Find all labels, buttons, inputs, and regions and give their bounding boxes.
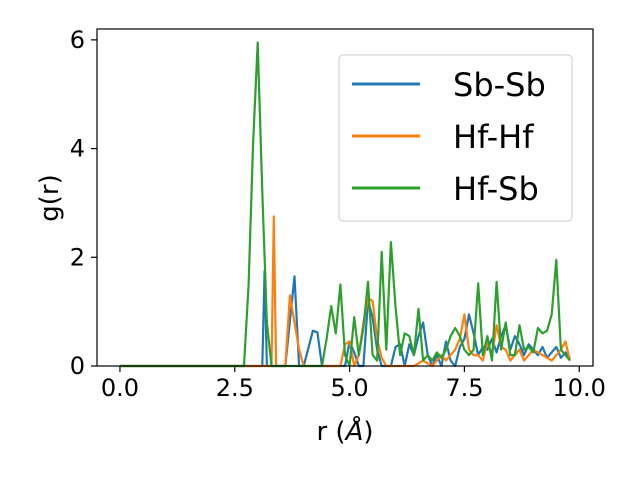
y-tick-label: 4 xyxy=(70,135,85,163)
legend-label-hf-sb: Hf-Sb xyxy=(453,170,539,208)
tick-layer: 0.0 2.5 5.0 7.5 10.0 0 2 4 6 xyxy=(70,26,606,402)
legend: Sb-Sb Hf-Hf Hf-Sb xyxy=(338,54,573,222)
y-axis-label: g(r) xyxy=(35,174,65,221)
x-tick-label: 2.5 xyxy=(216,374,254,402)
x-axis-label: r (Å) xyxy=(316,415,373,447)
legend-label-hf-hf: Hf-Hf xyxy=(453,118,534,156)
plot-frame xyxy=(96,28,594,367)
legend-box xyxy=(338,54,573,222)
x-tick-label: 5.0 xyxy=(331,374,369,402)
x-tick-label: 10.0 xyxy=(553,374,606,402)
y-tick-label: 6 xyxy=(70,26,85,54)
legend-label-sb-sb: Sb-Sb xyxy=(453,66,546,104)
x-tick-label: 7.5 xyxy=(445,374,483,402)
series-line-hf-hf xyxy=(120,215,572,368)
x-tick-label: 0.0 xyxy=(101,374,139,402)
y-tick-label: 2 xyxy=(70,243,85,271)
y-tick-label: 0 xyxy=(70,352,85,380)
